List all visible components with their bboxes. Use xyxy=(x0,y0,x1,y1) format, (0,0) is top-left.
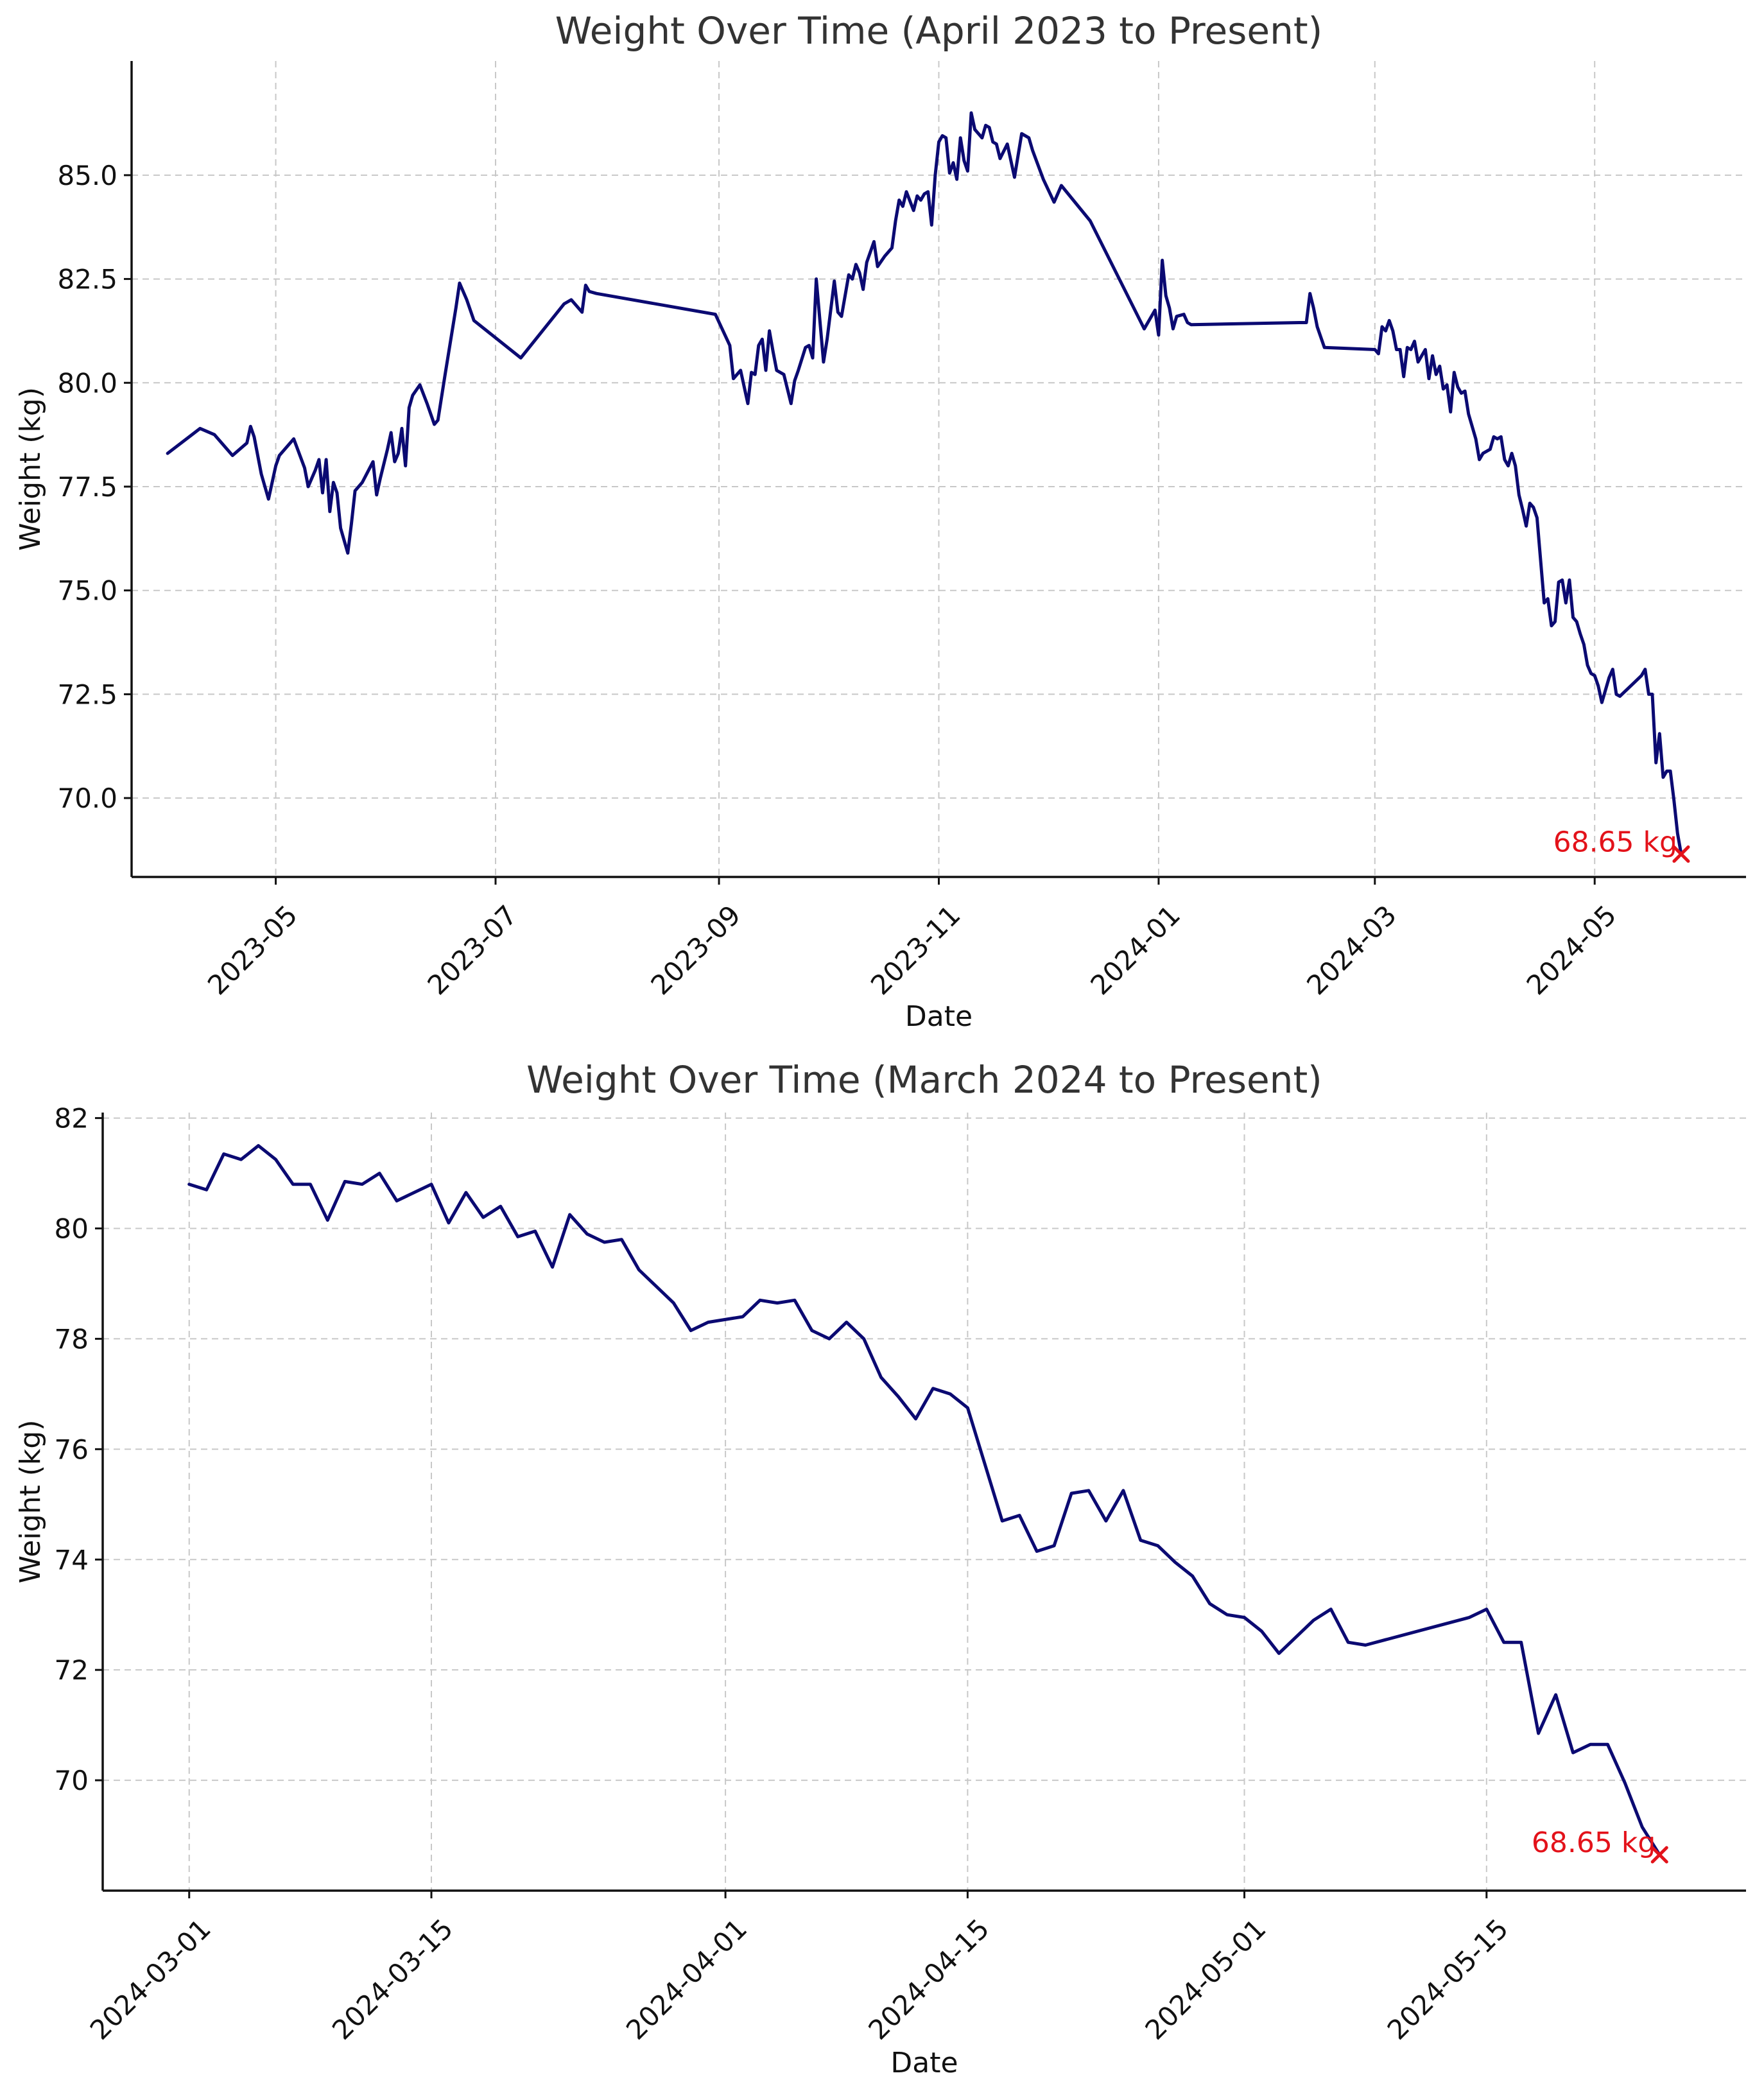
y-tick-label: 72 xyxy=(55,1654,89,1686)
x-tick-label: 2024-03 xyxy=(1301,899,1403,1001)
grid xyxy=(103,1113,1746,1891)
y-tick-label: 85.0 xyxy=(57,160,117,191)
y-tick-label: 70 xyxy=(55,1765,89,1796)
x-tick-label: 2024-03-01 xyxy=(84,1912,217,2045)
series-line-weight xyxy=(166,111,1683,856)
x-tick-label: 2023-05 xyxy=(202,899,304,1001)
x-tick-label: 2023-09 xyxy=(644,899,747,1001)
y-tick-label: 80.0 xyxy=(57,367,117,399)
x-tick-label: 2023-07 xyxy=(421,899,523,1001)
chart-march-2024-to-present: 2024-03-01 2024-03-15 2024-04-01 2024-04-15… xyxy=(14,1058,1746,2079)
x-tick-label: 2024-05-01 xyxy=(1139,1912,1272,2045)
x-axis-label: Date xyxy=(890,2047,958,2079)
y-tick-label: 76 xyxy=(55,1434,89,1465)
y-tick-label: 78 xyxy=(55,1323,89,1355)
chart-april-2023-to-present: 2023-05 2023-07 2023-09 2023-11 2024-01 2024-… xyxy=(14,9,1746,1033)
y-tick-label: 80 xyxy=(55,1213,89,1245)
x-tick-label: 2024-03-15 xyxy=(326,1912,459,2045)
y-tick-label: 72.5 xyxy=(57,679,117,710)
y-axis-label: Weight (kg) xyxy=(14,1419,47,1583)
y-tick-label: 82 xyxy=(55,1103,89,1134)
latest-value-label: 68.65 kg xyxy=(1553,826,1677,858)
x-tick-label: 2024-01 xyxy=(1084,899,1186,1001)
y-tick-label: 74 xyxy=(55,1544,89,1575)
y-tick-label: 75.0 xyxy=(57,575,117,607)
grid xyxy=(132,61,1746,877)
y-tick-label: 70.0 xyxy=(57,783,117,814)
x-tick-label: 2023-11 xyxy=(865,899,967,1001)
y-tick-label: 82.5 xyxy=(57,264,117,295)
latest-value-marker xyxy=(1650,1846,1668,1864)
x-tick-label: 2024-04-15 xyxy=(862,1912,995,2045)
chart-title: Weight Over Time (April 2023 to Present) xyxy=(555,9,1322,53)
x-tick-label: 2024-05 xyxy=(1521,899,1623,1001)
latest-value-marker xyxy=(1672,845,1690,863)
latest-value-label: 68.65 kg xyxy=(1532,1826,1656,1859)
x-axis-label: Date xyxy=(905,1000,973,1033)
y-axis-label: Weight (kg) xyxy=(14,387,47,551)
x-tick-label: 2024-05-15 xyxy=(1381,1912,1514,2045)
series-line-weight xyxy=(187,1144,1661,1857)
y-tick-label: 77.5 xyxy=(57,471,117,503)
x-tick-label: 2024-04-01 xyxy=(620,1912,753,2045)
chart-title: Weight Over Time (March 2024 to Present) xyxy=(526,1058,1322,1102)
